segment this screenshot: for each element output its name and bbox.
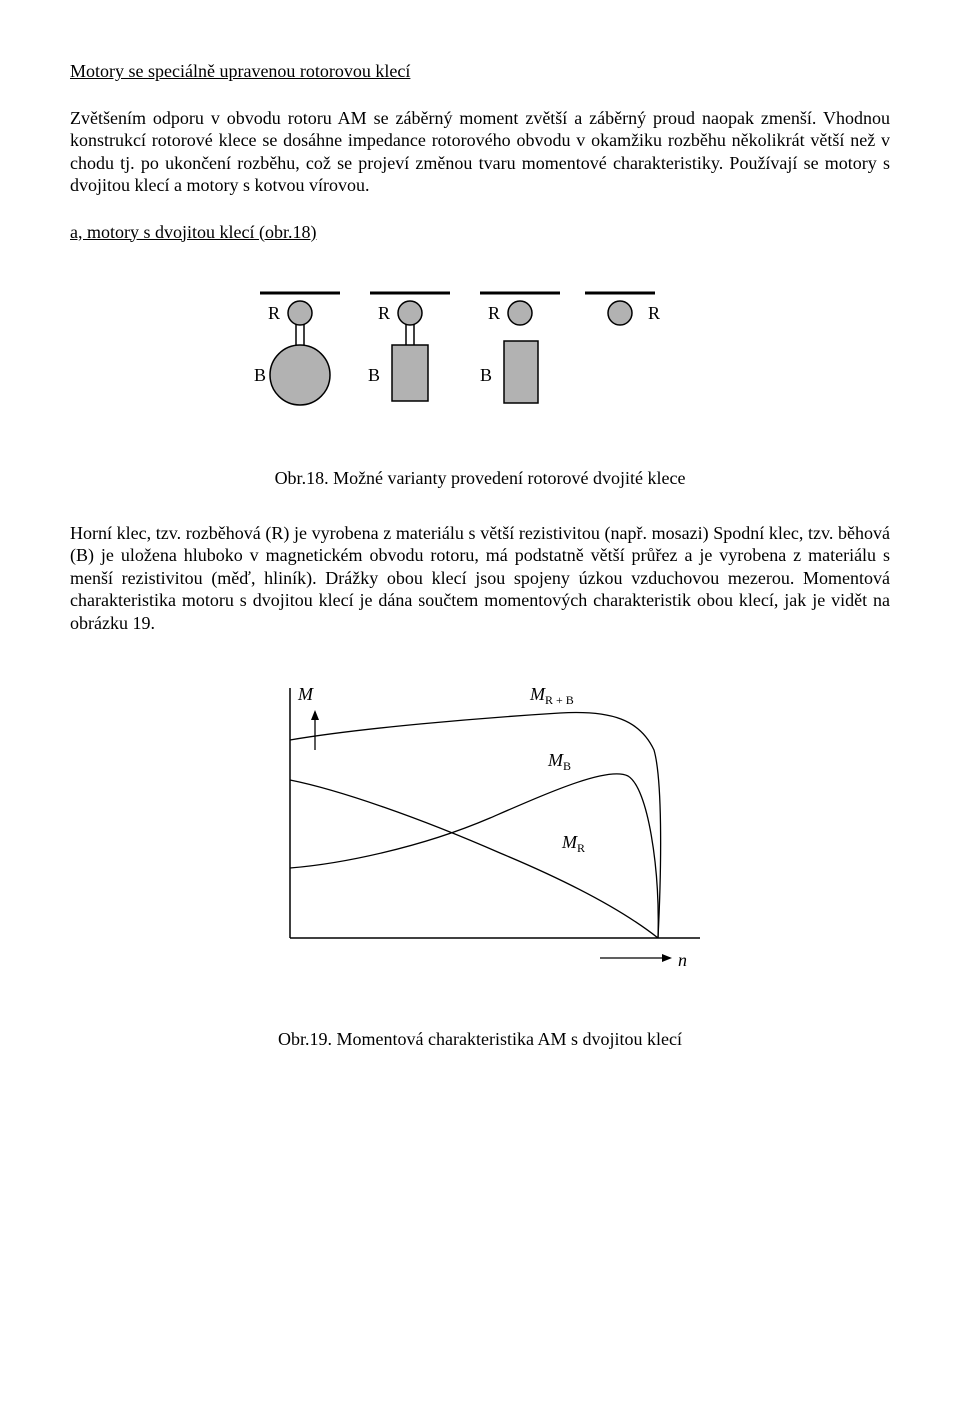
page-title: Motory se speciálně upravenou rotorovou … (70, 60, 890, 83)
v3-R: R (488, 303, 500, 323)
v1-B: B (254, 365, 266, 385)
label-MR: MR (561, 832, 585, 855)
label-n: n (678, 950, 687, 970)
m-arrow-head (311, 710, 319, 720)
n-arrow-head (662, 954, 672, 962)
para-2: Horní klec, tzv. rozběhová (R) je vyrobe… (70, 522, 890, 635)
label-M: M (297, 684, 314, 704)
v1-bottom (270, 345, 330, 405)
caption-fig19: Obr.19. Momentová charakteristika AM s d… (70, 1028, 890, 1051)
torque-chart: M MR + B MB MR n (220, 658, 740, 988)
curve-b (290, 774, 658, 938)
v2-R: R (378, 303, 390, 323)
v3-B: B (480, 365, 492, 385)
curve-sum (290, 712, 661, 938)
subsection-a: a, motory s dvojitou klecí (obr.18) (70, 221, 890, 244)
v4-top (608, 301, 632, 325)
v1-top (288, 301, 312, 325)
label-MRB: MR + B (529, 684, 574, 707)
v2-bottom (392, 345, 428, 401)
v1-R: R (268, 303, 280, 323)
figure-19: M MR + B MB MR n (70, 658, 890, 988)
v3-bottom (504, 341, 538, 403)
caption-fig18: Obr.18. Možné varianty provedení rotorov… (70, 467, 890, 490)
v4-R: R (648, 303, 660, 323)
label-MB: MB (547, 750, 571, 773)
curve-r (290, 780, 658, 938)
v2-B: B (368, 365, 380, 385)
figure-18: R B R B R B R (70, 283, 890, 453)
v3-top (508, 301, 532, 325)
v2-top (398, 301, 422, 325)
rotor-slot-diagram: R B R B R B R (250, 283, 710, 453)
intro-paragraph: Zvětšením odporu v obvodu rotoru AM se z… (70, 107, 890, 197)
